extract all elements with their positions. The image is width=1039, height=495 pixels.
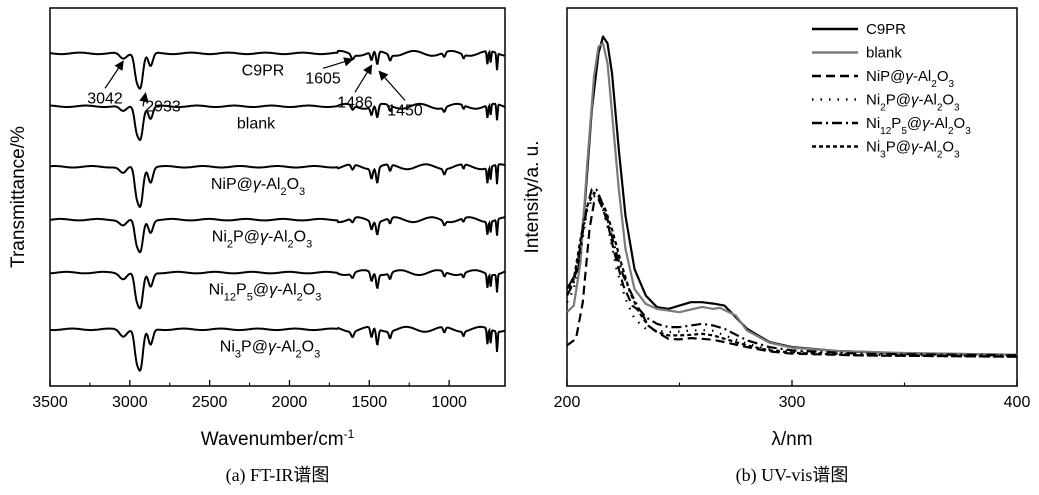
ftir-peak-annotation: 1450 [387,102,423,119]
ftir-annotation-arrow [378,70,406,101]
ftir-series-label: Ni12P5@γ-Al2O3 [209,282,322,304]
uvvis-x-axis-label: λ/nm [771,429,812,450]
ftir-series-line [50,216,505,254]
ftir-series-label: Ni2P@γ-Al2O3 [212,229,312,251]
uvvis-x-tick-label: 200 [554,394,581,411]
uvvis-series-line [567,198,1017,358]
ftir-series-label: blank [237,115,276,132]
ftir-plot-frame [49,7,506,387]
ftir-x-tick-label: 2000 [272,394,308,411]
ftir-x-tick-label: 2500 [192,394,228,411]
ftir-series-line [50,163,505,209]
ftir-x-tick-label: 3500 [32,394,68,411]
legend-label: Ni12P5@γ-Al2O3 [866,115,971,137]
ftir-series-label: NiP@γ-Al2O3 [211,176,305,198]
ftir-y-axis-label: Transmittance/% [8,126,29,268]
ftir-series-label: Ni3P@γ-Al2O3 [220,338,320,360]
ftir-caption: (a) FT-IR谱图 [226,465,330,486]
ftir-x-tick-label: 1000 [431,394,467,411]
legend-label: blank [866,45,902,62]
ftir-series-line [50,269,506,310]
ftir-annotation-arrow [322,57,354,69]
legend-label: Ni3P@γ-Al2O3 [866,139,960,161]
uvvis-plot-frame [566,7,1018,387]
ftir-peak-annotation: 1605 [305,70,341,87]
uvvis-panel: 200 300 400 λ/nm Intensity/a. u. (b) UV-vis谱图… [522,7,1031,486]
uvvis-series-line [567,188,1017,357]
ftir-series-label: C9PR [242,62,285,79]
ftir-peak-annotation: 1486 [337,94,373,111]
uvvis-series-line [567,191,1017,358]
uvvis-y-axis-label: Intensity/a. u. [522,140,543,253]
ftir-annotation-arrow [104,60,124,89]
uvvis-x-tick-label: 400 [1004,394,1031,411]
ftir-series-line [49,102,505,142]
ftir-peak-annotation: 3042 [87,90,123,107]
ftir-peak-annotation: 2933 [145,98,181,115]
ftir-annotation-arrow [139,92,149,107]
ftir-series-line [49,49,505,90]
uvvis-series-line [567,194,1017,358]
ftir-x-tick-label: 3000 [112,394,148,411]
uvvis-x-tick-label: 300 [779,394,806,411]
legend-label: C9PR [866,21,906,38]
uvvis-series-line [567,42,1017,356]
ftir-annotation-arrow [354,64,373,93]
ftir-series-line [49,325,505,372]
uvvis-caption: (b) UV-vis谱图 [736,465,849,486]
ftir-x-axis-label: Wavenumber/cm-1 [201,427,355,450]
legend-label: Ni2P@γ-Al2O3 [866,92,960,114]
uvvis-legend: C9PR blank NiP@γ-Al2O3Ni2P@γ-Al2O3Ni12P5@γ… [812,21,971,160]
ftir-x-tick-label: 1500 [352,394,388,411]
ftir-panel: 3500 3000 2500 2000 1500 1000 Wavenumber/cm-1 T… [8,7,506,486]
legend-label: NiP@γ-Al2O3 [866,68,954,90]
